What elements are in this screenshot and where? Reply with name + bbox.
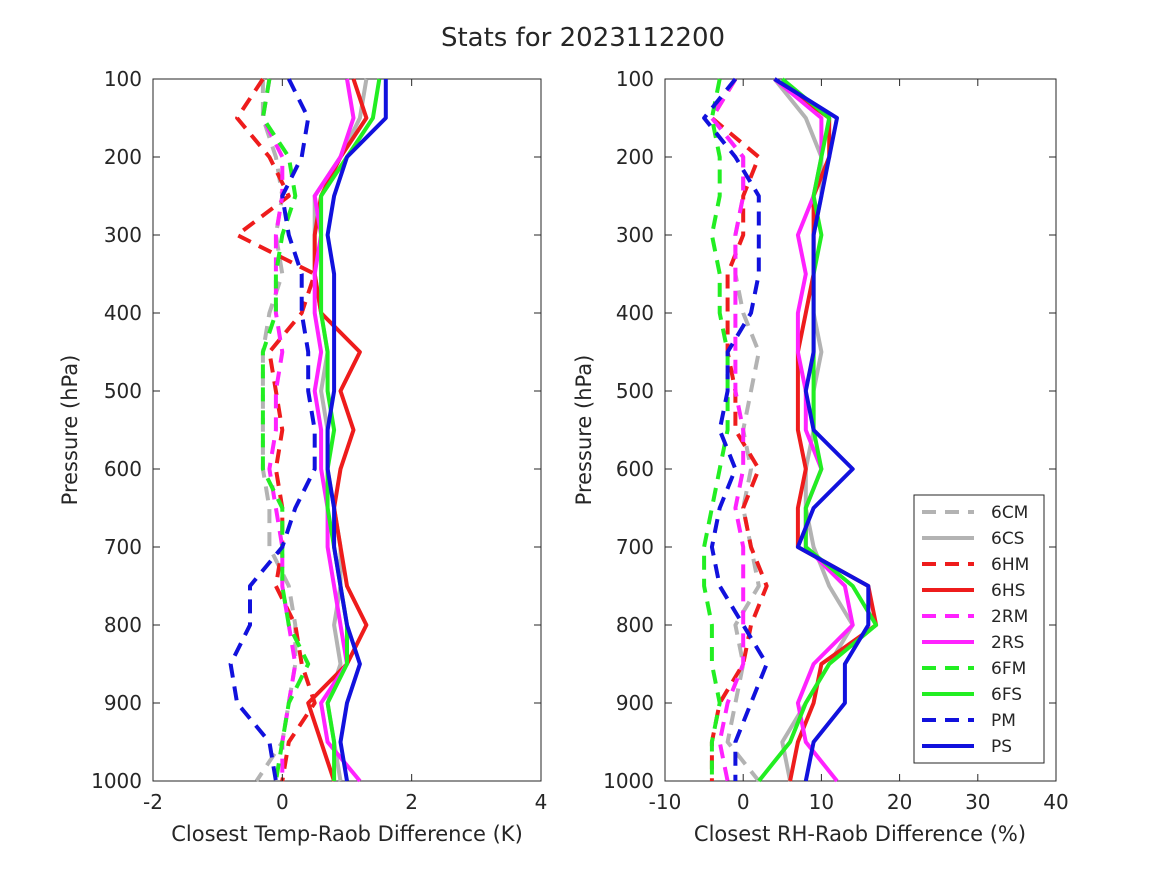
y-tick-label: 600	[616, 457, 654, 481]
rh-difference-panel: -10 0 10 20 30 40 100 200 300 400 500 600 700 800 900 1…	[572, 67, 1069, 846]
series-line-ps	[773, 77, 871, 782]
x-tick-label: 2	[405, 790, 418, 814]
y-axis-label: Pressure (hPa)	[572, 355, 596, 506]
series-line-pm	[702, 77, 769, 781]
legend-label-6hm: 6HM	[991, 555, 1029, 575]
temp-difference-panel: -2 0 2 4 100 200 300 400 500 600 700 800 900 1000 Clo…	[58, 67, 547, 846]
y-tick-label: 400	[616, 301, 654, 325]
x-tick-label: 10	[809, 790, 834, 814]
legend-label-6fs: 6FS	[991, 685, 1022, 705]
y-tick-label: 900	[616, 691, 654, 715]
y-tick-label: 800	[616, 613, 654, 637]
series-line-pm	[228, 78, 317, 782]
legend-label-6hs: 6HS	[991, 581, 1025, 601]
x-tick-label: 0	[276, 790, 289, 814]
y-tick-label: 100	[104, 67, 142, 91]
y-tick-label: 600	[104, 457, 142, 481]
tick-layer: -2 0 2 4 100 200 300 400 500 600 700 800 900 1000	[91, 67, 547, 814]
y-tick-label: 500	[616, 379, 654, 403]
series-line-2rm	[709, 77, 746, 782]
series-line-6fs	[319, 78, 382, 781]
y-tick-label: 900	[104, 691, 142, 715]
y-axis-label: Pressure (hPa)	[58, 355, 82, 506]
legend: 6CM 6CS 6HM 6HS 2RM 2RS 6FM 6FS PM PS	[913, 494, 1045, 764]
y-tick-label: 100	[616, 67, 654, 91]
figure-title: Stats for 2023112200	[441, 23, 725, 53]
x-tick-label: 30	[965, 790, 990, 814]
legend-label-6cs: 6CS	[991, 529, 1024, 549]
x-tick-label: 0	[737, 790, 750, 814]
y-tick-label: 700	[104, 535, 142, 559]
plot-area	[152, 78, 542, 782]
x-tick-label: -10	[649, 790, 682, 814]
x-axis-label: Closest Temp-Raob Difference (K)	[171, 822, 523, 846]
series-line-6fm	[702, 78, 730, 781]
y-tick-label: 300	[104, 223, 142, 247]
x-tick-label: 40	[1043, 790, 1068, 814]
y-tick-label: 1000	[91, 769, 142, 793]
series-layer	[702, 77, 879, 783]
y-tick-label: 400	[104, 301, 142, 325]
legend-label-pm: PM	[991, 711, 1016, 731]
legend-box	[913, 494, 1045, 764]
series-layer	[228, 77, 388, 783]
series-line-ps	[325, 79, 388, 782]
legend-label-6cm: 6CM	[991, 503, 1028, 523]
series-line-6hm	[235, 77, 317, 782]
series-line-6hm	[709, 77, 769, 781]
x-tick-label: 20	[887, 790, 912, 814]
y-tick-label: 800	[104, 613, 142, 637]
legend-label-ps: PS	[991, 737, 1012, 757]
x-axis-label: Closest RH-Raob Difference (%)	[694, 822, 1026, 846]
series-line-6fm	[260, 78, 311, 782]
y-tick-label: 500	[104, 379, 142, 403]
x-tick-label: 4	[535, 790, 548, 814]
y-tick-label: 1000	[603, 769, 654, 793]
x-tick-label: -2	[143, 790, 163, 814]
y-tick-label: 200	[104, 145, 142, 169]
y-tick-label: 700	[616, 535, 654, 559]
legend-label-2rs: 2RS	[991, 633, 1024, 653]
y-tick-label: 200	[616, 145, 654, 169]
y-tick-label: 300	[616, 223, 654, 247]
legend-label-6fm: 6FM	[991, 659, 1026, 679]
tick-layer: -10 0 10 20 30 40 100 200 300 400 500 600 700 800 900 1…	[603, 67, 1069, 814]
legend-label-2rm: 2RM	[991, 607, 1028, 627]
